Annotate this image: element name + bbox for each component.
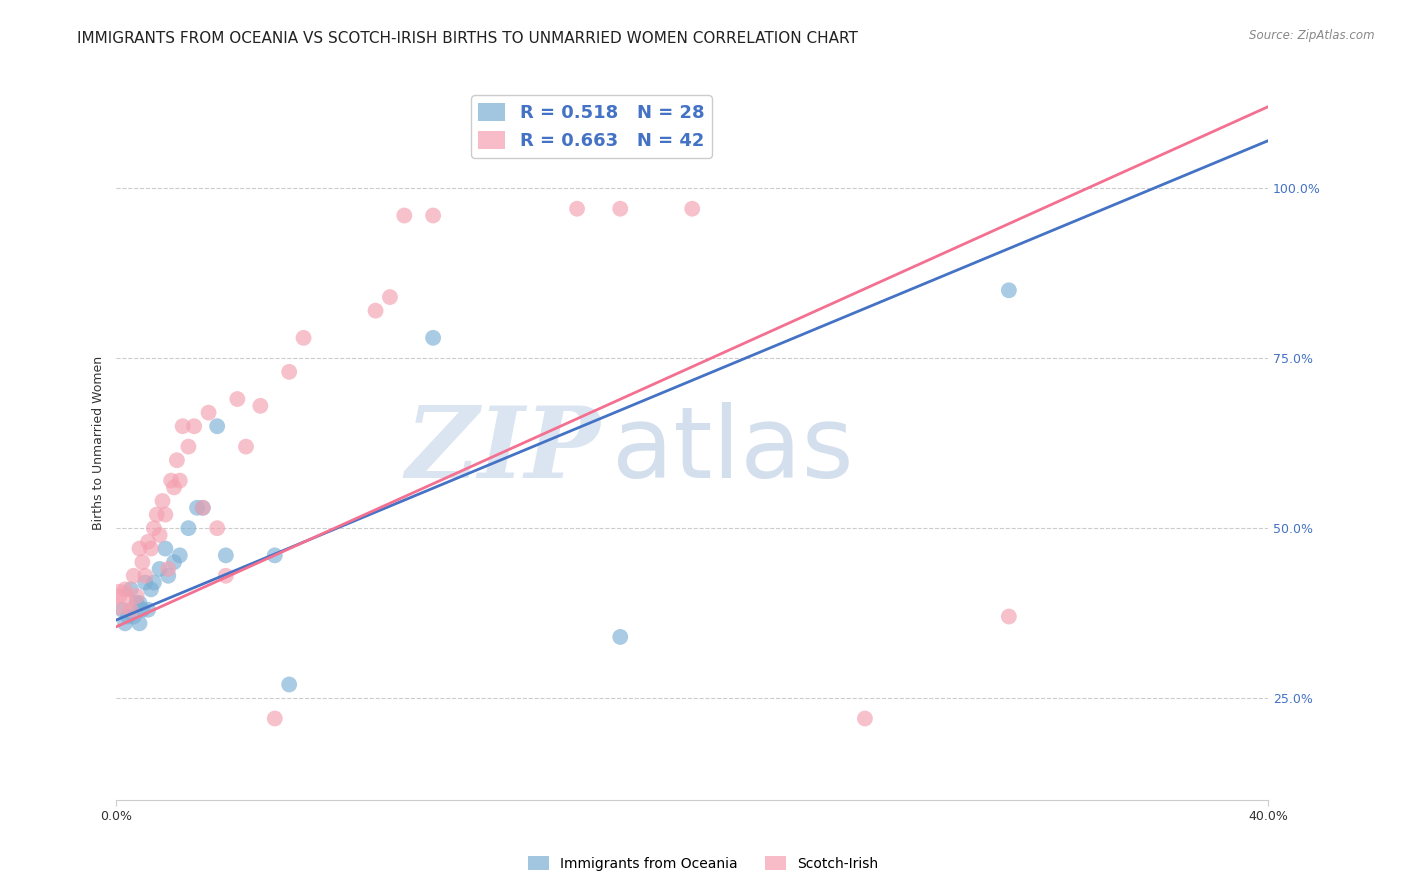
Point [169,549,191,563]
Point [292,331,315,345]
Point [125,596,148,610]
Point [155,541,177,556]
Y-axis label: Births to Unmarried Women: Births to Unmarried Women [93,356,105,530]
Point [122,609,145,624]
Point [139,582,162,597]
Point [120,582,142,597]
Point [114,616,136,631]
Point [177,440,200,454]
Point [205,419,228,434]
Point [128,541,150,556]
Point [226,392,249,406]
Point [422,209,444,223]
Point [172,419,194,434]
Point [114,582,136,597]
Point [364,303,387,318]
Point [131,603,153,617]
Point [394,209,416,223]
Point [139,541,162,556]
Point [122,568,145,582]
Legend: R = 0.518   N = 28, R = 0.663   N = 42: R = 0.518 N = 28, R = 0.663 N = 42 [471,95,711,158]
Point [998,283,1021,297]
Point [134,568,156,582]
Point [609,202,631,216]
Point [177,521,200,535]
Point [108,592,131,607]
Point [149,528,172,542]
Point [186,500,208,515]
Point [125,589,148,603]
Text: ZIP: ZIP [405,402,600,499]
Point [215,568,238,582]
Point [163,555,186,569]
Point [169,474,191,488]
Text: atlas: atlas [612,402,853,499]
Point [278,365,301,379]
Point [215,549,238,563]
Point [160,474,183,488]
Point [128,616,150,631]
Point [111,603,134,617]
Text: Source: ZipAtlas.com: Source: ZipAtlas.com [1250,29,1375,42]
Point [422,331,444,345]
Point [117,609,139,624]
Point [183,419,205,434]
Point [609,630,631,644]
Point [235,440,257,454]
Text: IMMIGRANTS FROM OCEANIA VS SCOTCH-IRISH BIRTHS TO UNMARRIED WOMEN CORRELATION CH: IMMIGRANTS FROM OCEANIA VS SCOTCH-IRISH … [77,31,858,46]
Legend: Immigrants from Oceania, Scotch-Irish: Immigrants from Oceania, Scotch-Irish [522,850,884,876]
Point [191,500,214,515]
Point [134,575,156,590]
Point [278,677,301,691]
Point [163,480,186,494]
Point [197,406,219,420]
Point [998,609,1021,624]
Point [136,534,159,549]
Point [263,711,285,725]
Point [128,596,150,610]
Point [142,575,165,590]
Point [166,453,188,467]
Point [263,549,285,563]
Point [681,202,703,216]
Point [565,202,588,216]
Point [136,603,159,617]
Point [108,589,131,603]
Point [131,555,153,569]
Point [378,290,401,304]
Point [157,568,180,582]
Point [205,521,228,535]
Point [191,500,214,515]
Point [149,562,172,576]
Point [157,562,180,576]
Point [120,603,142,617]
Point [145,508,167,522]
Point [155,508,177,522]
Point [142,521,165,535]
Point [152,494,174,508]
Point [249,399,271,413]
Point [853,711,876,725]
